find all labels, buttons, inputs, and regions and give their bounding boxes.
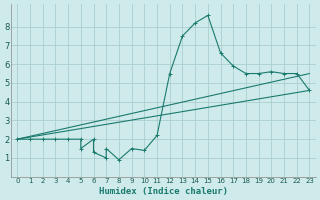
- X-axis label: Humidex (Indice chaleur): Humidex (Indice chaleur): [99, 187, 228, 196]
